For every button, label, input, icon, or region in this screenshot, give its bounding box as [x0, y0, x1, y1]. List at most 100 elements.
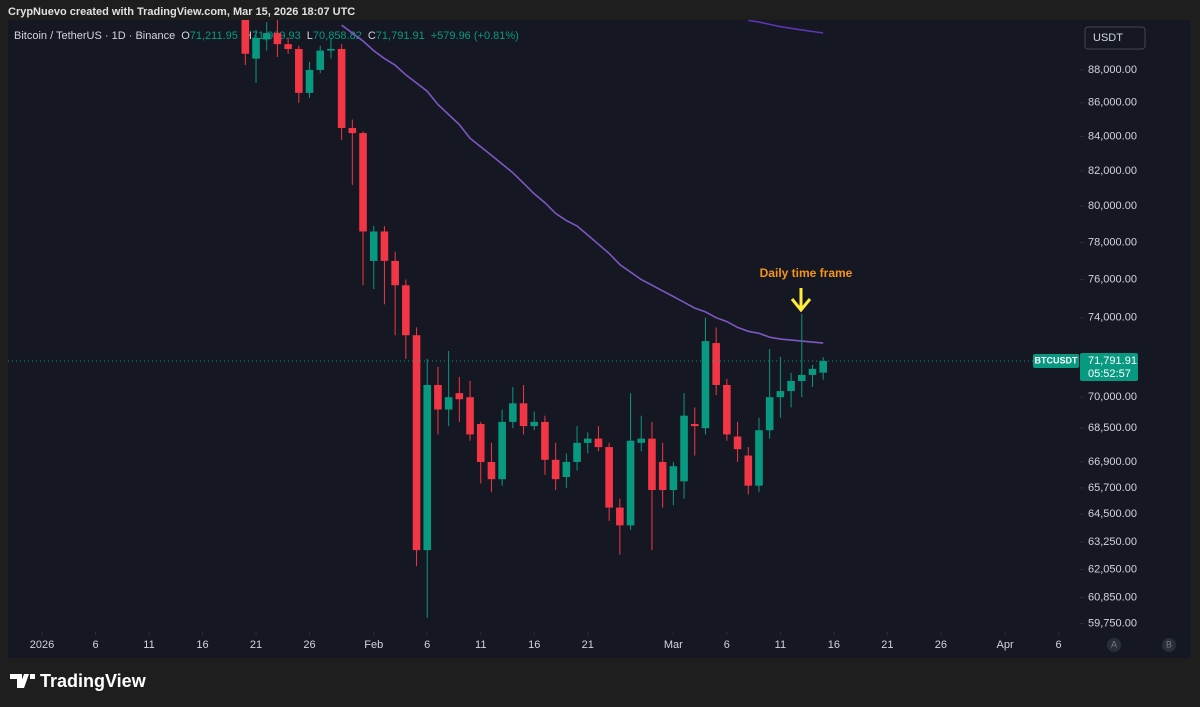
candle-body	[262, 33, 271, 40]
candle-body	[337, 48, 346, 128]
x-tick-label: 2026	[30, 639, 54, 651]
y-tick-label: 65,700.00	[1088, 482, 1137, 494]
candle-body	[498, 421, 506, 480]
legend-text: C	[368, 30, 376, 42]
y-tick-label: 86,000.00	[1088, 97, 1137, 109]
candle-body	[412, 335, 421, 551]
candle-body	[359, 133, 367, 232]
candle-body	[316, 50, 325, 70]
x-tick-label: 6	[92, 639, 98, 651]
y-tick-label: 66,900.00	[1088, 456, 1137, 468]
candle-body	[476, 423, 485, 462]
y-tick-label: 82,000.00	[1088, 165, 1137, 177]
y-tick-label: 60,850.00	[1088, 591, 1137, 603]
candle-body	[295, 48, 303, 93]
candle-body	[530, 421, 539, 427]
y-tick-label: 59,750.00	[1088, 618, 1137, 630]
symbol-tag: BTCUSDT	[1035, 355, 1078, 365]
currency-button[interactable]	[1084, 26, 1146, 50]
candle-body	[423, 384, 432, 551]
candle-body	[776, 391, 785, 398]
moving-average	[748, 20, 824, 34]
x-tick-label: 6	[1056, 639, 1062, 651]
candle-body	[509, 403, 517, 422]
button-label[interactable]: A	[1111, 639, 1117, 649]
x-tick-label: 21	[881, 639, 893, 651]
candle-body	[519, 403, 528, 427]
candle-body	[690, 423, 699, 427]
x-tick-label: 6	[424, 639, 430, 651]
y-tick-label: 74,000.00	[1088, 312, 1137, 324]
candle-body	[797, 374, 806, 381]
candle-body	[402, 285, 410, 336]
candle-body	[380, 231, 389, 261]
x-tick-label: 26	[935, 639, 947, 651]
legend: Bitcoin / TetherUS · 1D · Binance O71,211…	[14, 30, 519, 42]
x-tick-label: 21	[582, 639, 594, 651]
y-tick-label: 63,250.00	[1088, 536, 1137, 548]
x-tick-label: Apr	[997, 639, 1014, 651]
candle-body	[583, 438, 592, 443]
candle-body	[626, 440, 635, 526]
plot	[241, 20, 827, 618]
candle-body	[252, 37, 260, 59]
candle-body	[658, 461, 667, 491]
candle-body	[712, 343, 720, 385]
candle-body	[551, 459, 560, 480]
currency[interactable]: USDT	[1093, 32, 1123, 44]
candle-body	[616, 507, 624, 526]
candle-body	[669, 466, 678, 491]
candle-body	[241, 20, 250, 54]
candle-body	[808, 368, 817, 375]
candle-body	[755, 430, 763, 486]
candle-body	[787, 380, 795, 392]
x-tick-label: 21	[250, 639, 262, 651]
button[interactable]	[1107, 638, 1121, 652]
button[interactable]	[1162, 638, 1176, 652]
candle-body	[733, 436, 742, 450]
chart-background	[8, 20, 1190, 658]
legend-text: +579.96 (+0.81%)	[431, 30, 519, 42]
price-label: 71,791.91	[1088, 355, 1137, 367]
y-tick-label: 80,000.00	[1088, 200, 1137, 212]
x-tick-label: 11	[775, 639, 786, 651]
y-tick-label: 70,000.00	[1088, 391, 1137, 403]
y-tick-label: 62,050.00	[1088, 563, 1137, 575]
x-tick-label: 6	[724, 639, 730, 651]
annotation: Daily time frame	[760, 266, 853, 280]
x-tick-label: Feb	[364, 639, 383, 651]
moving-average	[341, 24, 824, 344]
candle-body	[701, 341, 710, 429]
x-tick-label: 16	[528, 639, 540, 651]
x-tick-label: 16	[828, 639, 840, 651]
candle-body	[648, 438, 656, 491]
x-tick-label: Mar	[664, 639, 683, 651]
candle-body	[434, 384, 442, 410]
x-tick-label: 11	[143, 639, 154, 651]
candle-body	[455, 393, 464, 400]
button-label[interactable]: B	[1166, 639, 1172, 649]
candle-body	[819, 361, 827, 373]
brand: TradingView	[40, 671, 147, 691]
brand-logo	[10, 674, 35, 688]
y-tick-label: 76,000.00	[1088, 273, 1137, 285]
candle-body	[594, 438, 603, 448]
y-tick-label: 88,000.00	[1088, 64, 1137, 76]
candle-body	[444, 397, 453, 410]
legend-text: Bitcoin / TetherUS · 1D · Binance	[14, 30, 175, 42]
y-tick-label: 78,000.00	[1088, 236, 1137, 248]
candle-body	[744, 455, 753, 486]
y-tick-label: 68,500.00	[1088, 422, 1137, 434]
candle-body	[273, 33, 282, 45]
candle-body	[541, 421, 549, 460]
x-tick-label: 11	[475, 639, 486, 651]
candle-body	[487, 461, 496, 480]
candle-body	[605, 447, 613, 508]
candle-body	[305, 69, 314, 93]
candle-body	[466, 397, 474, 435]
candle-body	[284, 44, 292, 49]
legend-text: O	[181, 30, 190, 42]
price-label-box	[1080, 353, 1138, 382]
